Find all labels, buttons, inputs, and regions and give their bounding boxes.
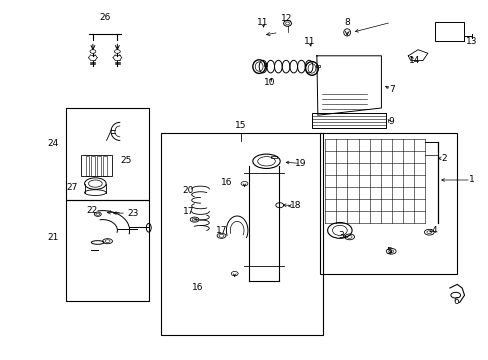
Bar [434, 22, 463, 41]
Bar [161, 133, 322, 335]
Text: 16: 16 [191, 284, 203, 292]
Text: 3: 3 [338, 231, 344, 240]
Text: 19: 19 [294, 159, 305, 168]
Text: 14: 14 [408, 56, 420, 65]
Text: 4: 4 [430, 226, 436, 235]
Text: 15: 15 [234, 121, 246, 130]
Text: 21: 21 [47, 233, 59, 242]
Bar [263, 63, 267, 66]
Text: 7: 7 [388, 85, 394, 94]
Text: 20: 20 [182, 186, 193, 195]
Bar [311, 113, 386, 128]
Text: 8: 8 [344, 18, 349, 27]
Bar [85, 156, 89, 176]
Text: 16: 16 [221, 178, 232, 187]
Text: 22: 22 [86, 206, 98, 215]
Text: 2: 2 [440, 154, 446, 163]
Text: 17: 17 [216, 226, 227, 235]
Text: 17: 17 [182, 207, 194, 216]
Text: 24: 24 [47, 139, 59, 148]
Text: 26: 26 [99, 13, 111, 22]
Bar [97, 156, 101, 176]
Text: 6: 6 [453, 297, 459, 306]
Text: 25: 25 [120, 156, 132, 165]
Bar [91, 156, 95, 176]
Text: 11: 11 [257, 18, 268, 27]
Bar [66, 200, 149, 301]
Text: 9: 9 [387, 117, 393, 126]
Text: 23: 23 [127, 208, 139, 217]
Bar [103, 156, 107, 176]
Text: 11: 11 [304, 37, 315, 46]
Text: 27: 27 [66, 183, 78, 192]
Text: 1: 1 [468, 175, 474, 184]
Bar [66, 108, 149, 200]
Bar [320, 133, 456, 274]
Text: 10: 10 [263, 77, 275, 86]
Text: 12: 12 [281, 14, 292, 23]
Bar [316, 65, 320, 67]
Bar [271, 156, 277, 158]
Text: 18: 18 [289, 201, 301, 210]
Text: 5: 5 [386, 247, 391, 256]
Text: 13: 13 [465, 37, 477, 46]
Bar [81, 155, 112, 176]
